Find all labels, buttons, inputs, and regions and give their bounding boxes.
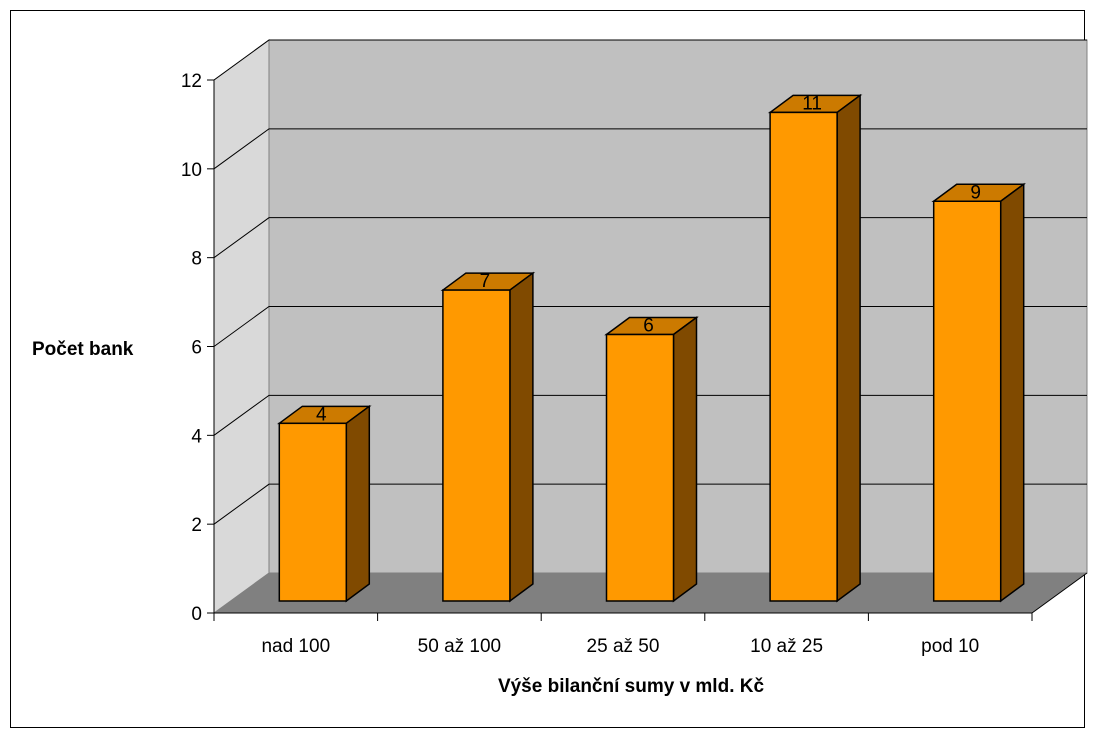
gridline [213,39,1087,81]
y-tick-label: 2 [191,515,202,536]
y-tick-label: 0 [191,604,202,625]
y-tick-label: 8 [191,249,202,270]
y-tick-label: 12 [181,71,202,92]
bar-front [442,289,511,602]
bar-front [932,200,1002,602]
labels: 4 7 6 11 9 [316,93,981,425]
y-tick-label: 10 [181,160,202,181]
x-tick-label: 10 až 25 [750,636,823,657]
x-tick-label: nad 100 [261,636,330,657]
data-label: 11 [802,93,822,114]
bar-front [278,422,348,602]
floor-edge [1031,572,1088,614]
bar-front [769,111,838,602]
x-axis-title: Výše bilanční sumy v mld. Kč [498,676,765,697]
bar [767,93,863,603]
bar-side [509,271,534,603]
bar [440,271,536,603]
bar [931,182,1026,603]
x-tick-label: pod 10 [921,636,979,657]
bar-side [999,182,1025,603]
bar-side [672,316,698,603]
bar-side [345,404,371,603]
bar-side [836,93,861,603]
x-tick-label: 50 až 100 [418,636,501,657]
bar-front [605,333,675,602]
axes: 0 2 4 6 8 10 12 nad 100 50 až 100 25 až 50 10 až 2… [181,71,1088,657]
bars [277,93,1026,603]
y-axis-title: Počet bank [32,339,134,360]
y-tick-label: 4 [191,426,202,447]
data-label: 6 [643,316,654,337]
x-tick-label: 25 až 50 [587,636,660,657]
bar [604,316,699,603]
data-label: 9 [970,182,981,203]
data-label: 4 [316,404,327,425]
data-label: 7 [480,271,491,292]
bar [277,404,372,603]
y-tick-label: 6 [191,338,202,359]
